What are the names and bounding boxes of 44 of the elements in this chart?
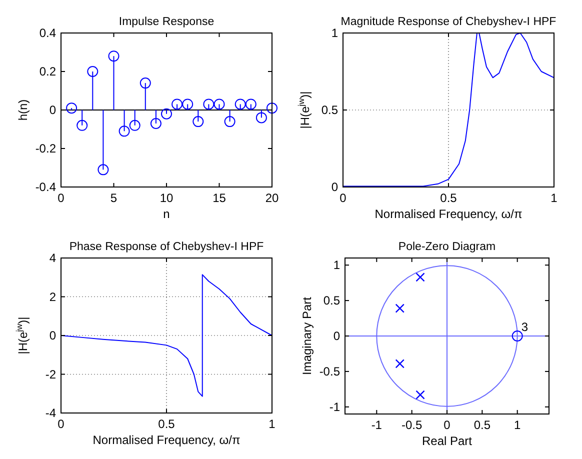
x-tick-label: 5 — [110, 191, 118, 205]
chart-title: Pole-Zero Diagram — [398, 241, 496, 253]
y-tick-label: -0.4 — [35, 180, 56, 194]
y-tick-label: 0.5 — [323, 294, 340, 308]
x-axis-title: Normalised Frequency, ω/π — [374, 207, 522, 221]
chart-title: Phase Response of Chebyshev-I HPF — [69, 241, 264, 253]
x-tick-label: 0.5 — [474, 418, 491, 432]
y-tick-label: -4 — [45, 406, 56, 420]
x-axis-title: Normalised Frequency, ω/π — [92, 433, 240, 447]
y-tick-label: 0.4 — [39, 26, 56, 40]
x-tick-label: 0 — [444, 418, 451, 432]
x-tick-label: -1 — [371, 418, 382, 432]
y-axis-title: Imaginary Part — [300, 296, 314, 376]
y-tick-label: 2 — [49, 290, 56, 304]
y-tick-label: -1 — [329, 400, 340, 414]
y-tick-label: 0 — [331, 180, 338, 194]
y-tick-label: 0.2 — [39, 64, 56, 78]
y-tick-label: 1 — [333, 258, 340, 272]
x-tick-label: 10 — [160, 191, 174, 205]
x-tick-label: 1 — [268, 417, 276, 431]
x-tick-label: -0.5 — [401, 418, 422, 432]
y-tick-label: 0.5 — [321, 103, 338, 117]
x-tick-label: 0 — [58, 191, 65, 205]
y-tick-label: 0 — [49, 103, 56, 117]
x-tick-label: 0.5 — [440, 191, 458, 205]
annotation: 3 — [521, 320, 528, 334]
x-tick-label: 0 — [58, 417, 65, 431]
y-tick-label: -0.5 — [319, 364, 340, 378]
y-tick-label: 0 — [333, 329, 340, 343]
y-tick-label: -2 — [45, 367, 56, 382]
y-tick-label: 4 — [49, 251, 56, 265]
y-tick-label: 1 — [331, 26, 338, 40]
chart-title: Impulse Response — [118, 16, 214, 28]
x-tick-label: 20 — [265, 191, 279, 205]
y-axis-title: h(n) — [16, 99, 30, 121]
chart-title: Magnitude Response of Chebyshev-I HPF — [340, 16, 556, 28]
x-axis-title: n — [163, 207, 170, 221]
x-tick-label: 1 — [514, 418, 521, 432]
y-tick-label: 0 — [49, 328, 56, 342]
x-tick-label: 0.5 — [158, 417, 176, 431]
y-tick-label: -0.2 — [35, 142, 56, 156]
x-tick-label: 1 — [550, 191, 558, 205]
x-tick-label: 15 — [212, 191, 226, 205]
x-axis-title: Real Part — [422, 434, 473, 448]
